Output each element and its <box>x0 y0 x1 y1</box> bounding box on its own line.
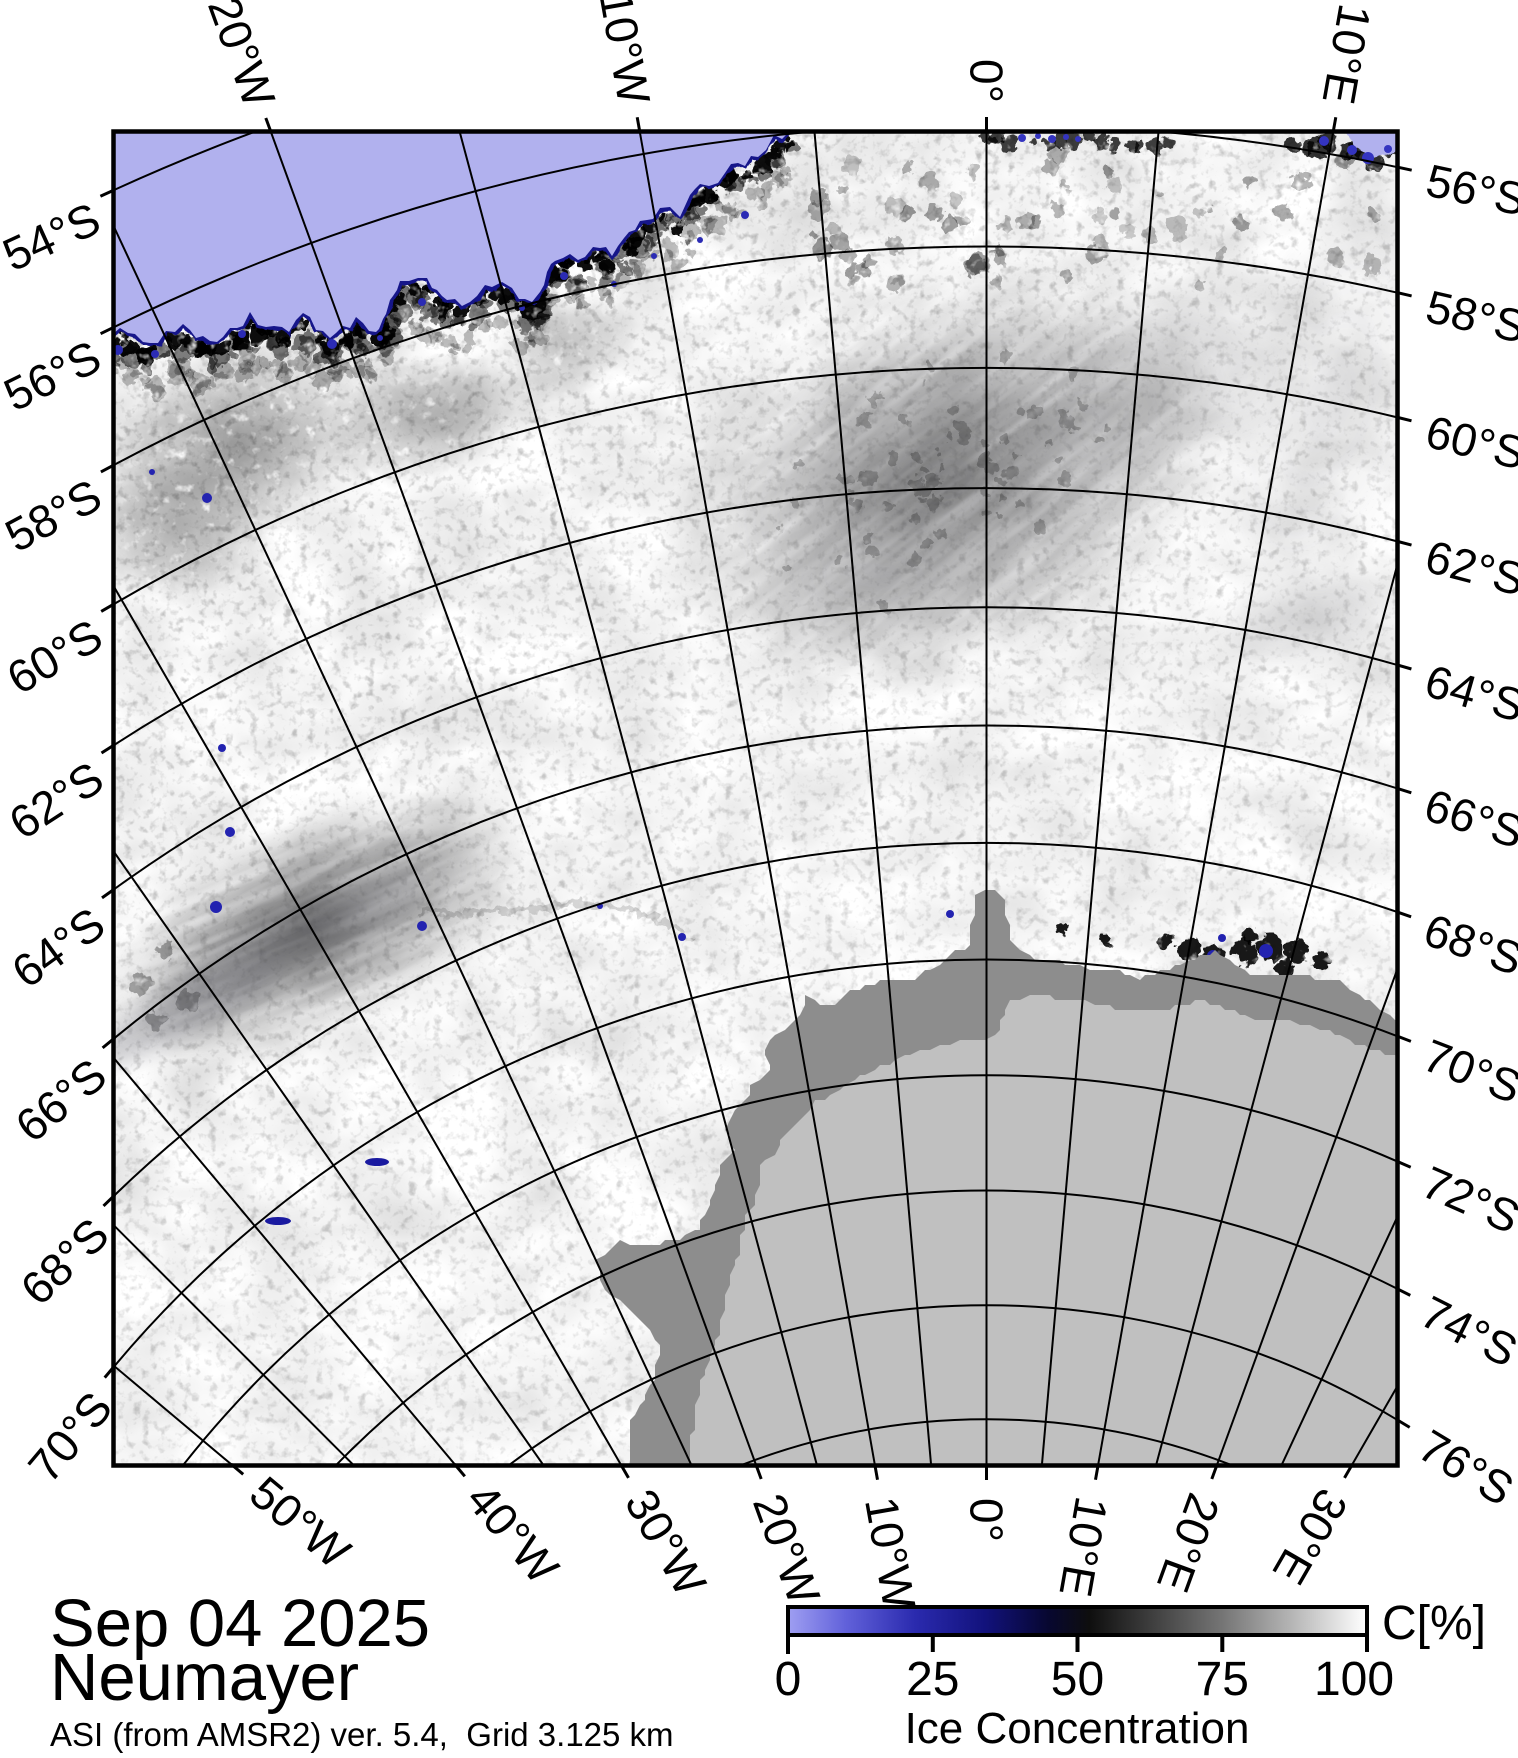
svg-text:0°: 0° <box>961 59 1013 103</box>
svg-text:Ice Concentration: Ice Concentration <box>905 1704 1250 1753</box>
svg-text:50: 50 <box>1051 1653 1104 1706</box>
svg-text:ASI (from AMSR2) ver. 5.4, Gr: ASI (from AMSR2) ver. 5.4, Grid 3.125 km <box>50 1716 674 1753</box>
svg-text:0°: 0° <box>961 1498 1013 1542</box>
svg-text:25: 25 <box>906 1653 959 1706</box>
svg-text:75: 75 <box>1196 1653 1249 1706</box>
svg-text:100: 100 <box>1314 1653 1394 1706</box>
svg-text:Neumayer: Neumayer <box>50 1640 359 1715</box>
svg-text:Sep 04 2025: Sep 04 2025 <box>50 1586 430 1661</box>
svg-text:C[%]: C[%] <box>1382 1597 1486 1650</box>
svg-text:0: 0 <box>775 1653 802 1706</box>
